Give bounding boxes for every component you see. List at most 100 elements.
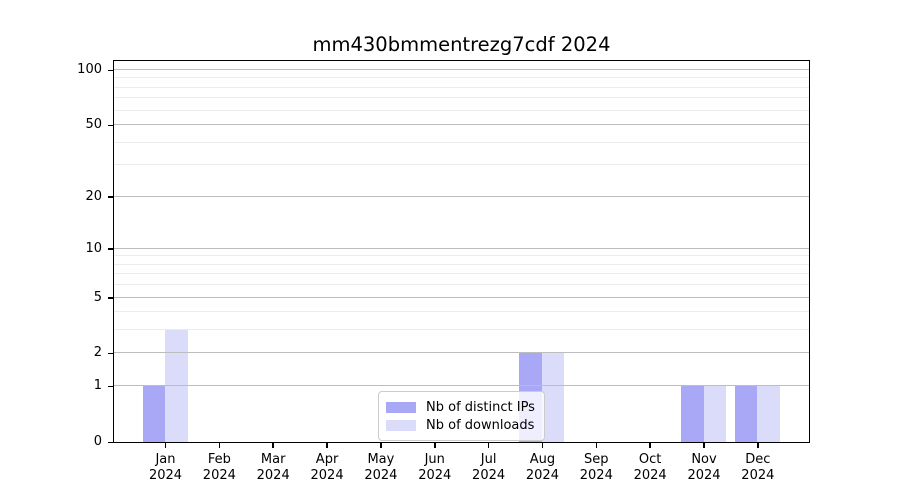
x-tick [164,443,167,448]
x-tick-label-line: 2024 [741,468,775,483]
y-tick-label: 50 [85,117,102,133]
gridline-minor [114,284,809,286]
x-tick-label-line: Jun [424,452,445,467]
x-tick-label-line: Dec [745,452,771,467]
x-tick-label-line: Mar [260,452,286,467]
gridline-minor [114,141,809,143]
x-tick [380,443,382,448]
bar-distinct-ips [734,386,758,442]
x-tick-label: Apr 2024 [282,452,372,484]
x-tick-label: Oct 2024 [605,452,695,484]
x-tick-label: Aug 2024 [497,452,587,484]
y-tick [108,441,113,443]
x-tick-label-line: 2024 [579,468,613,483]
legend-label: Nb of downloads [426,417,535,433]
legend-label: Nb of distinct IPs [426,399,535,415]
y-tick-label: 5 [93,289,102,305]
gridline-major [114,124,809,126]
x-tick-label-line: Feb [207,452,231,467]
bar-downloads [757,386,780,442]
x-tick [757,443,759,448]
x-tick-label-line: Jul [480,452,497,467]
bar-downloads [165,330,188,442]
bar-distinct-ips [142,386,165,442]
gridline-minor [114,329,809,331]
x-tick [434,443,436,448]
x-tick-label-line: 2024 [418,468,452,483]
x-tick-label-line: May [367,452,395,467]
x-tick [326,443,328,448]
bar-distinct-ips [681,386,704,442]
x-tick [703,443,705,448]
gridline-minor [114,77,809,79]
x-tick-label: Nov 2024 [659,452,749,484]
gridline-minor [114,263,809,265]
downloads-swatch [386,419,416,431]
x-tick [487,443,490,448]
x-tick-label: Sep 2024 [551,452,641,484]
y-tick-label: 20 [85,188,102,204]
x-tick-label-line: Aug [529,452,556,467]
x-tick-label: Jul 2024 [444,452,534,484]
y-tick [108,248,113,250]
x-tick-label-line: Jan [155,452,176,467]
y-tick-label: 1 [93,378,102,394]
bar-downloads [541,353,565,442]
x-tick [595,443,598,448]
distinct-ips-swatch [386,401,416,413]
y-tick [108,124,113,127]
gridline-minor [114,255,809,257]
x-tick-label: Dec 2024 [713,452,803,484]
x-tick-label-line: Apr [315,452,339,467]
y-tick [108,297,113,299]
x-tick-label: Jan 2024 [121,452,211,484]
gridline-major [114,352,809,354]
x-tick [649,443,651,448]
chart-title: mm430bmmentrezg7cdf 2024 [312,33,611,56]
x-tick-label: Mar 2024 [228,452,318,484]
gridline-major [114,296,809,298]
x-tick-label: May 2024 [336,452,426,484]
gridline-major [114,247,809,249]
x-tick-label: Feb 2024 [174,452,264,484]
x-tick-label-line: 2024 [633,468,667,483]
x-tick-label: Jun 2024 [390,452,480,484]
x-tick-label-line: Oct [638,452,662,467]
bar-downloads [703,386,726,442]
x-tick [272,443,274,448]
gridline-minor [114,109,809,111]
x-tick-label-line: 2024 [256,468,290,483]
y-tick [108,352,113,355]
x-tick-label-line: 2024 [525,468,559,483]
x-tick [218,443,221,448]
gridline-major [114,385,809,387]
y-tick-label: 10 [85,240,102,256]
x-tick-label-line: Nov [691,452,717,467]
y-tick [108,69,113,72]
gridline-minor [114,311,809,313]
gridline-minor [114,164,809,166]
gridline-minor [114,273,809,275]
y-tick-label: 2 [93,345,102,361]
x-tick-label-line: 2024 [472,468,506,483]
plot-area [113,60,810,443]
y-tick-label: 100 [77,62,102,78]
y-tick [108,196,113,198]
gridline-major [114,195,809,197]
legend-item: Nb of distinct IPs [386,398,535,416]
x-tick-label-line: Sep [584,452,609,467]
gridline-major [114,69,809,71]
gridline-minor [114,97,809,99]
x-tick-label-line: 2024 [687,468,721,483]
y-tick-label: 0 [93,434,102,449]
x-tick-label-line: 2024 [364,468,398,483]
x-tick-label-line: 2024 [202,468,236,483]
x-tick [541,443,544,448]
gridline-minor [114,86,809,88]
x-tick-label-line: 2024 [310,468,344,483]
legend: Nb of distinct IPs Nb of downloads [378,391,545,441]
x-tick-label-line: 2024 [148,468,183,483]
y-tick [108,385,113,388]
legend-item: Nb of downloads [386,416,535,434]
